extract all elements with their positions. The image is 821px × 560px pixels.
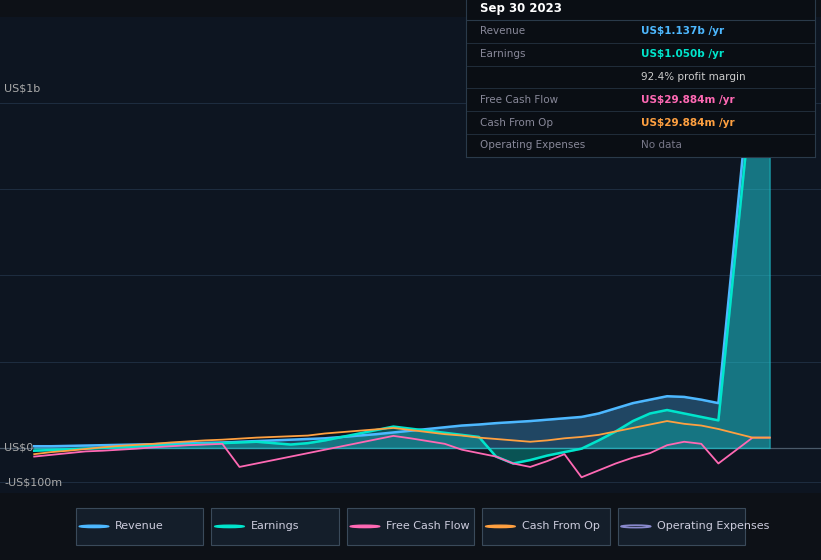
Text: Free Cash Flow: Free Cash Flow bbox=[386, 521, 470, 531]
Text: Sep 30 2023: Sep 30 2023 bbox=[480, 2, 562, 15]
Circle shape bbox=[351, 525, 380, 528]
FancyBboxPatch shape bbox=[482, 508, 609, 545]
Text: Revenue: Revenue bbox=[115, 521, 164, 531]
Text: US$1b: US$1b bbox=[4, 83, 40, 94]
Text: US$29.884m /yr: US$29.884m /yr bbox=[641, 95, 735, 105]
Text: US$1.050b /yr: US$1.050b /yr bbox=[641, 49, 724, 59]
Text: Operating Expenses: Operating Expenses bbox=[658, 521, 769, 531]
Circle shape bbox=[485, 525, 516, 528]
Text: Cash From Op: Cash From Op bbox=[522, 521, 599, 531]
FancyBboxPatch shape bbox=[76, 508, 203, 545]
Text: US$0: US$0 bbox=[4, 443, 34, 453]
Text: Earnings: Earnings bbox=[251, 521, 300, 531]
Text: Free Cash Flow: Free Cash Flow bbox=[480, 95, 558, 105]
Text: No data: No data bbox=[641, 141, 681, 151]
Text: 92.4% profit margin: 92.4% profit margin bbox=[641, 72, 745, 82]
FancyBboxPatch shape bbox=[617, 508, 745, 545]
Text: Operating Expenses: Operating Expenses bbox=[480, 141, 585, 151]
FancyBboxPatch shape bbox=[212, 508, 338, 545]
Circle shape bbox=[79, 525, 108, 528]
Circle shape bbox=[215, 525, 245, 528]
Text: Revenue: Revenue bbox=[480, 26, 525, 36]
Text: US$1.137b /yr: US$1.137b /yr bbox=[641, 26, 724, 36]
Text: Earnings: Earnings bbox=[480, 49, 525, 59]
Text: -US$100m: -US$100m bbox=[4, 478, 62, 487]
Text: Cash From Op: Cash From Op bbox=[480, 118, 553, 128]
FancyBboxPatch shape bbox=[347, 508, 475, 545]
Text: US$29.884m /yr: US$29.884m /yr bbox=[641, 118, 735, 128]
